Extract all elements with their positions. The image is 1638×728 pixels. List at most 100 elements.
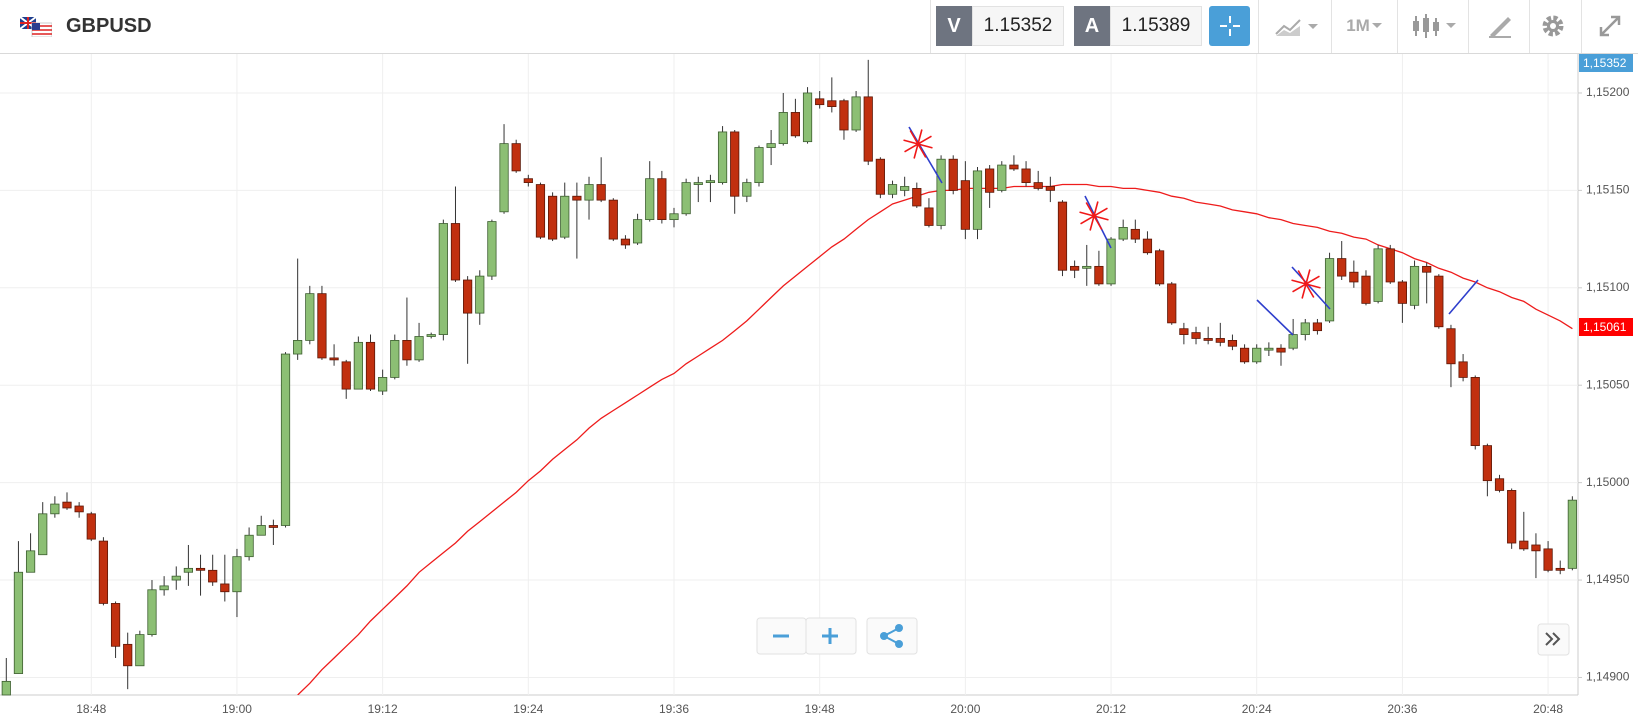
- x-tick-label: 20:00: [950, 702, 980, 716]
- symbol: GBPUSD: [66, 14, 152, 37]
- candle-body: [256, 525, 266, 536]
- candle-body: [548, 195, 558, 240]
- y-tick-label: 1,15200: [1586, 85, 1630, 99]
- candle-body: [62, 501, 72, 509]
- candle-body: [875, 158, 885, 195]
- candle-body: [1, 680, 11, 696]
- fullscreen-button[interactable]: [1588, 6, 1632, 46]
- candle-body: [632, 219, 643, 244]
- candle-body: [608, 199, 618, 240]
- candle-body: [195, 567, 206, 571]
- candle-body: [159, 585, 169, 591]
- crosshair-icon: [1219, 16, 1240, 36]
- candle-body: [487, 221, 497, 277]
- candle-body: [1361, 275, 1371, 304]
- price-tag-label: 1,15061: [1583, 320, 1627, 334]
- candle-body: [353, 341, 363, 390]
- buy-price[interactable]: 1.15389: [1110, 6, 1202, 46]
- draw-icon: [1489, 17, 1511, 38]
- candle-body: [402, 340, 412, 361]
- candle-body: [596, 184, 606, 201]
- candle-body: [1397, 281, 1407, 304]
- candle-body: [815, 98, 825, 106]
- candle-body: [1409, 265, 1420, 306]
- candle-body: [1276, 347, 1286, 353]
- sell-price[interactable]: 1.15352: [972, 6, 1064, 46]
- candle-body: [1045, 186, 1055, 191]
- candle-body: [147, 589, 157, 636]
- y-tick-label: 1,15050: [1586, 377, 1630, 391]
- draw-button[interactable]: [1475, 6, 1525, 46]
- candle-body: [1470, 377, 1480, 447]
- candle-body: [1264, 347, 1274, 351]
- candle-body: [414, 336, 424, 361]
- candle-body: [1337, 258, 1347, 277]
- chart-type-button[interactable]: [1270, 6, 1326, 46]
- candle-body: [1373, 248, 1383, 302]
- settings-button[interactable]: [1531, 6, 1575, 46]
- candle-body: [535, 184, 546, 238]
- share-button[interactable]: [866, 617, 918, 655]
- star-marker: [1079, 201, 1109, 231]
- candle-body: [1033, 182, 1043, 189]
- candle-body: [25, 550, 36, 573]
- candle-body: [572, 195, 582, 201]
- candle-body: [681, 182, 691, 215]
- candle-body: [912, 188, 922, 207]
- separator: [1331, 0, 1332, 53]
- share-icon: [880, 632, 888, 640]
- candle-body: [730, 131, 740, 197]
- candle-body: [1106, 238, 1116, 285]
- candle-body: [1543, 548, 1553, 571]
- candle-body: [293, 340, 303, 355]
- candle-body: [390, 340, 400, 378]
- candle-body: [86, 513, 96, 540]
- candle-body: [960, 180, 970, 230]
- x-tick-label: 20:12: [1096, 702, 1126, 716]
- candle-body: [584, 184, 594, 201]
- candle-body: [705, 180, 716, 183]
- candle-body: [1349, 271, 1359, 283]
- crosshair-button[interactable]: [1209, 6, 1250, 46]
- timeframe-button[interactable]: 1M: [1337, 6, 1393, 46]
- candle-body: [924, 207, 934, 226]
- sell-label[interactable]: V: [936, 6, 972, 46]
- scroll-end-button[interactable]: [1537, 623, 1570, 656]
- candle-body: [717, 131, 728, 183]
- price-tag-label: 1,15352: [1583, 56, 1627, 70]
- candle-body: [1531, 544, 1541, 552]
- x-tick-label: 18:48: [76, 702, 106, 716]
- candle-body: [1458, 361, 1468, 378]
- candle-body: [863, 96, 873, 162]
- candle-body: [1312, 322, 1323, 332]
- buy-label[interactable]: A: [1074, 6, 1110, 46]
- candle-body: [171, 575, 181, 581]
- candle-body: [438, 223, 448, 335]
- candle-body: [1179, 328, 1189, 335]
- candle-body: [693, 182, 703, 185]
- candle-body: [1519, 540, 1529, 550]
- candle-body: [74, 505, 84, 513]
- candle-body: [936, 158, 946, 226]
- separator: [1529, 0, 1530, 53]
- candle-body: [208, 569, 218, 583]
- candle-body: [38, 513, 48, 556]
- candle-body: [1155, 250, 1165, 285]
- toolbar: GBPUSD V 1.15352 A 1.15389 1M: [0, 0, 1638, 54]
- candle-body: [1494, 478, 1505, 491]
- candle-body: [280, 353, 291, 526]
- candle-body: [997, 164, 1007, 191]
- candle-body: [135, 634, 145, 667]
- x-tick-label: 20:48: [1533, 702, 1563, 716]
- candle-body: [365, 341, 376, 390]
- candle-body: [669, 213, 679, 221]
- candle-body: [827, 100, 837, 108]
- candle-body: [742, 182, 752, 197]
- price-tag: [1579, 318, 1633, 336]
- candle-body: [1434, 275, 1444, 328]
- candle-body: [1191, 332, 1201, 339]
- candle-body: [790, 112, 801, 137]
- moving-average-line: [297, 183, 1573, 695]
- candle-style-button[interactable]: [1405, 6, 1465, 46]
